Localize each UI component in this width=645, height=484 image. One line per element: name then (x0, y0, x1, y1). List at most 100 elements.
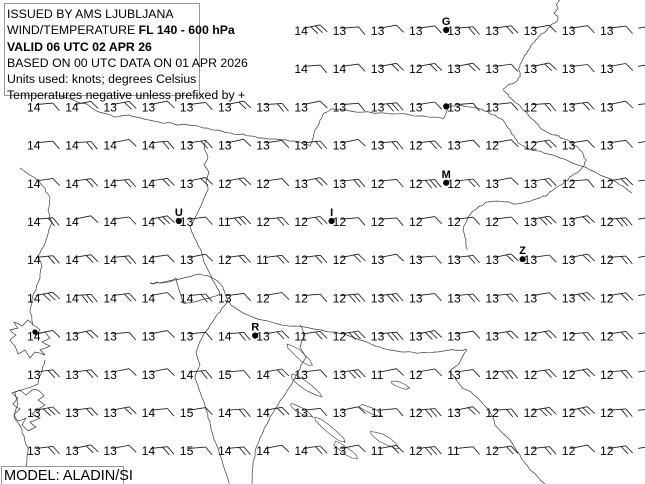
svg-text:12: 12 (600, 291, 614, 305)
svg-text:14: 14 (65, 291, 79, 305)
svg-text:13: 13 (180, 215, 194, 229)
svg-text:12: 12 (600, 406, 614, 420)
svg-text:12: 12 (524, 100, 538, 114)
svg-text:13: 13 (447, 368, 461, 382)
svg-text:12: 12 (256, 291, 270, 305)
svg-text:14: 14 (142, 444, 156, 458)
svg-text:12: 12 (562, 444, 576, 458)
svg-text:14: 14 (218, 444, 232, 458)
svg-text:13: 13 (103, 444, 117, 458)
svg-text:13: 13 (65, 330, 79, 344)
svg-text:13: 13 (103, 368, 117, 382)
svg-text:13: 13 (447, 330, 461, 344)
svg-text:14: 14 (65, 215, 79, 229)
svg-text:14: 14 (142, 253, 156, 267)
svg-text:12: 12 (218, 177, 232, 191)
svg-text:13: 13 (409, 330, 423, 344)
svg-text:13: 13 (103, 406, 117, 420)
svg-text:13: 13 (485, 62, 499, 76)
svg-text:13: 13 (294, 100, 308, 114)
svg-text:13: 13 (600, 24, 614, 38)
svg-text:13: 13 (371, 291, 385, 305)
svg-text:12: 12 (294, 253, 308, 267)
svg-text:13: 13 (27, 406, 41, 420)
svg-text:14: 14 (218, 330, 232, 344)
svg-text:14: 14 (27, 291, 41, 305)
svg-text:12: 12 (485, 215, 499, 229)
svg-text:13: 13 (294, 177, 308, 191)
svg-text:13: 13 (333, 406, 347, 420)
svg-text:13: 13 (447, 100, 461, 114)
svg-text:13: 13 (524, 291, 538, 305)
svg-text:13: 13 (65, 406, 79, 420)
svg-text:13: 13 (600, 139, 614, 153)
svg-text:13: 13 (256, 139, 270, 153)
svg-text:11: 11 (371, 368, 384, 382)
svg-text:13: 13 (485, 177, 499, 191)
svg-text:11: 11 (218, 215, 231, 229)
svg-text:14: 14 (27, 177, 41, 191)
svg-text:12: 12 (562, 177, 576, 191)
svg-text:13: 13 (218, 100, 232, 114)
svg-text:13: 13 (333, 139, 347, 153)
svg-text:13: 13 (485, 100, 499, 114)
svg-text:12: 12 (485, 406, 499, 420)
svg-text:13: 13 (333, 444, 347, 458)
svg-text:13: 13 (333, 24, 347, 38)
svg-text:12: 12 (562, 330, 576, 344)
svg-text:14: 14 (218, 406, 232, 420)
svg-text:12: 12 (409, 444, 423, 458)
svg-text:13: 13 (562, 24, 576, 38)
svg-text:14: 14 (256, 368, 270, 382)
svg-text:11: 11 (447, 444, 460, 458)
svg-text:13: 13 (371, 139, 385, 153)
svg-text:11: 11 (371, 406, 384, 420)
svg-text:14: 14 (256, 406, 270, 420)
svg-text:12: 12 (524, 444, 538, 458)
svg-text:12: 12 (371, 177, 385, 191)
svg-text:11: 11 (256, 253, 269, 267)
svg-text:13: 13 (562, 100, 576, 114)
svg-text:13: 13 (180, 330, 194, 344)
svg-text:13: 13 (447, 253, 461, 267)
svg-text:13: 13 (256, 330, 270, 344)
svg-text:13: 13 (409, 100, 423, 114)
svg-text:13: 13 (524, 253, 538, 267)
svg-text:14: 14 (27, 215, 41, 229)
svg-text:12: 12 (600, 368, 614, 382)
svg-text:14: 14 (142, 406, 156, 420)
svg-text:13: 13 (562, 215, 576, 229)
svg-text:13: 13 (485, 253, 499, 267)
svg-text:12: 12 (447, 177, 461, 191)
svg-text:14: 14 (27, 330, 41, 344)
svg-text:14: 14 (142, 139, 156, 153)
svg-text:12: 12 (333, 215, 347, 229)
svg-text:12: 12 (409, 62, 423, 76)
svg-text:13: 13 (294, 139, 308, 153)
svg-text:13: 13 (562, 253, 576, 267)
svg-text:13: 13 (27, 444, 41, 458)
svg-text:13: 13 (447, 62, 461, 76)
svg-text:14: 14 (142, 215, 156, 229)
svg-text:12: 12 (409, 368, 423, 382)
svg-text:13: 13 (562, 291, 576, 305)
svg-text:12: 12 (333, 253, 347, 267)
svg-text:13: 13 (485, 330, 499, 344)
svg-text:12: 12 (600, 444, 614, 458)
svg-text:13: 13 (524, 62, 538, 76)
svg-text:12: 12 (409, 177, 423, 191)
svg-text:14: 14 (103, 291, 117, 305)
svg-text:14: 14 (180, 368, 194, 382)
svg-text:13: 13 (142, 330, 156, 344)
svg-text:14: 14 (294, 62, 308, 76)
svg-text:14: 14 (27, 253, 41, 267)
svg-text:13: 13 (371, 62, 385, 76)
svg-text:13: 13 (562, 139, 576, 153)
svg-text:14: 14 (103, 177, 117, 191)
svg-text:13: 13 (409, 24, 423, 38)
svg-text:15: 15 (218, 368, 232, 382)
svg-text:13: 13 (294, 406, 308, 420)
svg-text:13: 13 (180, 177, 194, 191)
svg-text:13: 13 (485, 24, 499, 38)
svg-text:13: 13 (409, 253, 423, 267)
